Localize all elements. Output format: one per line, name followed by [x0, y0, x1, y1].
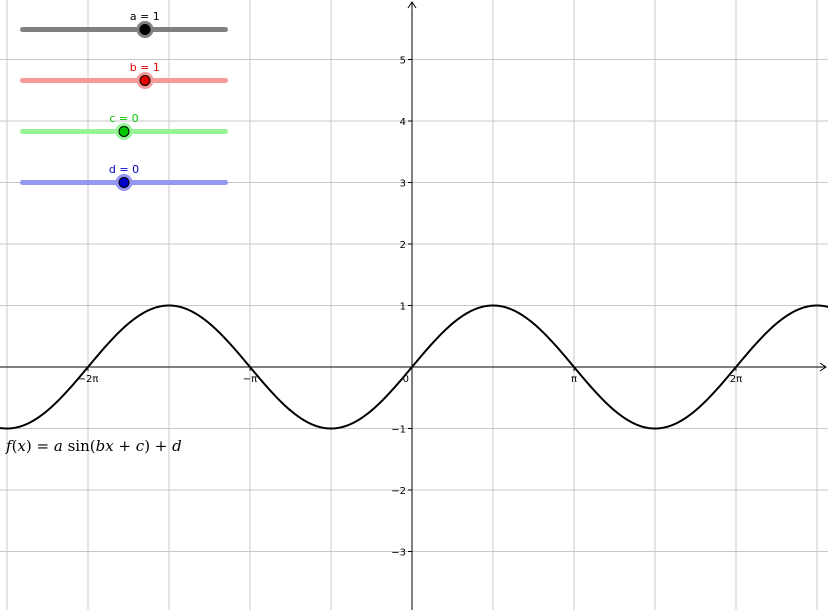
tick-labels: −2π −π 0 π 2π 5 4 3 2 1 −1 −2 −3 — [78, 56, 743, 559]
slider-d[interactable]: d = 0 — [20, 163, 228, 203]
y-tick-label: 5 — [400, 56, 406, 67]
function-formula: f(x) = a sin(bx + c) + d — [6, 437, 182, 455]
function-curve[interactable] — [0, 304, 828, 430]
x-axis-arrow — [819, 362, 827, 372]
y-tick-label: 2 — [400, 240, 406, 251]
x-tick-label: −2π — [78, 374, 99, 385]
slider-b[interactable]: b = 1 — [20, 61, 228, 101]
y-tick-label: −3 — [391, 548, 406, 559]
y-tick-label: 1 — [400, 302, 406, 313]
x-tick-label: 2π — [730, 374, 742, 385]
slider-a-handle[interactable] — [136, 21, 154, 38]
slider-a-track[interactable] — [20, 27, 228, 32]
slider-b-handle[interactable] — [136, 72, 154, 89]
slider-d-handle[interactable] — [115, 174, 133, 191]
y-tick-label: −1 — [391, 425, 406, 436]
x-tick-label: −π — [243, 374, 257, 385]
y-axis-arrow — [407, 1, 417, 9]
slider-c-handle[interactable] — [115, 123, 133, 140]
y-tick-label: 3 — [400, 179, 406, 190]
x-tick-label: π — [571, 374, 577, 385]
slider-b-track[interactable] — [20, 78, 228, 83]
slider-c[interactable]: c = 0 — [20, 112, 228, 152]
y-tick-label: −2 — [391, 486, 406, 497]
slider-a[interactable]: a = 1 — [20, 10, 228, 50]
x-tick-label: 0 — [403, 374, 409, 385]
y-tick-label: 4 — [400, 117, 406, 128]
